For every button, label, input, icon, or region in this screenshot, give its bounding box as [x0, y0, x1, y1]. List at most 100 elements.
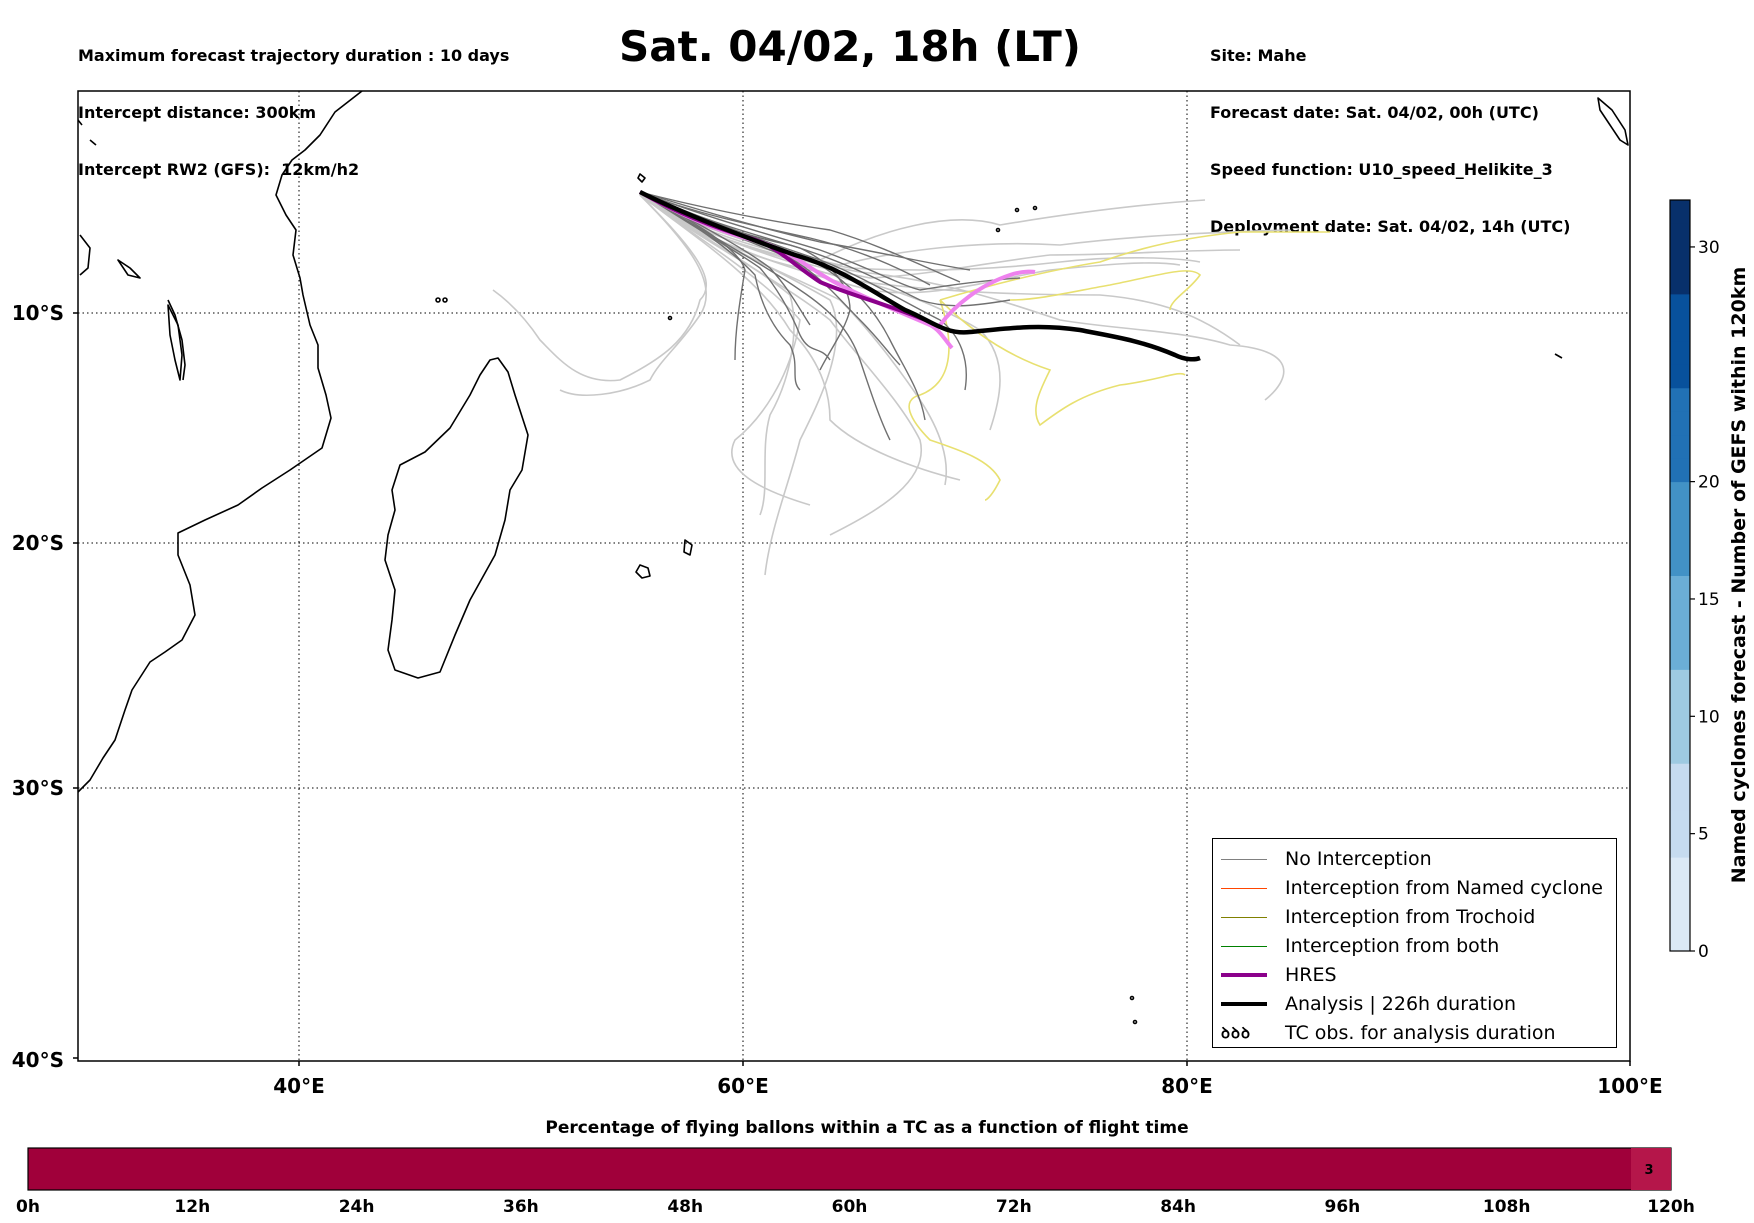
analysis-trajectory — [638, 189, 1201, 362]
colorbar-segment — [1670, 411, 1690, 436]
trajectory — [639, 194, 1181, 294]
timebar-tick-label: 120h — [1647, 1197, 1695, 1217]
site-text: Site: Mahe — [1210, 46, 1307, 65]
colorbar-segment — [1670, 387, 1690, 412]
lake-victoria-outline — [79, 234, 91, 276]
colorbar-tick-label: 10 — [1698, 707, 1720, 727]
forecast-date-text: Forecast date: Sat. 04/02, 00h (UTC) — [1210, 103, 1539, 122]
speed-function-text: Speed function: U10_speed_Helikite_3 — [1210, 160, 1553, 179]
colorbar-segment — [1670, 317, 1690, 342]
legend-item: Interception from both — [1221, 934, 1499, 958]
legend-label: Analysis | 226h duration — [1285, 993, 1517, 1015]
colorbar-tick-label: 20 — [1698, 473, 1720, 493]
trajectory — [639, 194, 795, 516]
comoros-island-2 — [435, 297, 441, 303]
colorbar-segment — [1670, 364, 1690, 389]
mauritius-island — [683, 539, 693, 556]
colorbar-tick-label: 5 — [1698, 825, 1709, 845]
mahe-island — [637, 173, 646, 183]
colorbar-segment — [1670, 716, 1690, 741]
colorbar-segment — [1670, 904, 1690, 929]
legend-label: Interception from Named cyclone — [1285, 877, 1603, 899]
map-axis-labels: 40°E 60°E 80°E 100°E 10°S 20°S 30°S 40°S — [12, 301, 1663, 1098]
legend-item: HRES — [1221, 963, 1337, 987]
timebar-tick-label: 60h — [832, 1197, 868, 1217]
colorbar-segment — [1670, 857, 1690, 882]
trajectory — [639, 191, 746, 361]
colorbar-fill — [1670, 200, 1690, 952]
colorbar-segment — [1670, 692, 1690, 717]
colorbar: 0 5 10 15 20 30 Named cyclones forecast - Num… — [1669, 199, 1750, 962]
colorbar-segment — [1670, 739, 1690, 764]
colorbar-segment — [1670, 810, 1690, 835]
colorbar-segment — [1670, 786, 1690, 811]
map-legend: No Interception Interception from Named c… — [1212, 838, 1617, 1048]
trajectories — [492, 189, 1330, 576]
timebar-tick-label: 72h — [996, 1197, 1032, 1217]
legend-item: Interception from Named cyclone — [1221, 876, 1603, 900]
colorbar-segment — [1670, 833, 1690, 858]
colorbar-segment — [1670, 763, 1690, 788]
legend-item: No Interception — [1221, 847, 1432, 871]
trajectory — [639, 194, 961, 481]
map-ticks — [73, 312, 1631, 1066]
chagos-island-2 — [1032, 205, 1038, 211]
colorbar-segment — [1670, 645, 1690, 670]
timebar-tick-label: 108h — [1483, 1197, 1531, 1217]
trajectory — [639, 194, 923, 536]
map-frame — [77, 90, 1631, 1062]
africa-coastline — [78, 91, 363, 793]
legend-line-swatch — [1221, 1002, 1267, 1006]
sri-lanka-coast — [1597, 97, 1629, 146]
colorbar-segment — [1670, 552, 1690, 576]
timebar-title: Percentage of flying ballons within a TC… — [545, 1118, 1188, 1138]
reunion-island — [635, 564, 651, 579]
colorbar-label: Named cyclones forecast - Number of GEFS… — [1728, 267, 1750, 884]
trajectory — [639, 191, 961, 283]
legend-label: Interception from Trochoid — [1285, 906, 1536, 928]
colorbar-tick-label: 30 — [1698, 238, 1720, 258]
colorbar-tick-label: 0 — [1698, 942, 1709, 962]
comoros-island — [442, 297, 448, 303]
colorbar-segment — [1670, 528, 1690, 553]
colorbar-ticks: 0 5 10 15 20 30 — [1690, 238, 1720, 962]
colorbar-frame — [1669, 199, 1691, 952]
legend-line-swatch — [1221, 887, 1267, 889]
trajectory — [939, 299, 1186, 427]
trajectory — [639, 194, 1291, 266]
colorbar-segment — [1670, 223, 1690, 248]
lat-tick-30s: 30°S — [12, 776, 64, 800]
colorbar-segment — [1670, 200, 1690, 224]
legend-line-swatch — [1221, 916, 1267, 918]
timebar-tick-label: 84h — [1160, 1197, 1196, 1217]
yellow-trajectories — [908, 231, 1330, 501]
trajectory — [639, 191, 891, 441]
lon-tick-60e: 60°E — [717, 1074, 769, 1098]
colorbar-segment — [1670, 575, 1690, 600]
somalia-coast — [78, 119, 97, 146]
lon-tick-40e: 40°E — [273, 1074, 325, 1098]
colorbar-segment — [1670, 598, 1690, 623]
tc-obs-glyph-icon: ꝺꝺꝺ — [1221, 1024, 1251, 1042]
timebar-tick-label: 24h — [339, 1197, 375, 1217]
trajectory — [639, 191, 801, 391]
timebar-ticks: 0h 12h 24h 36h 48h 60h 72h 84h 96h 108h 120h — [16, 1197, 1695, 1217]
colorbar-segment — [1670, 434, 1690, 459]
legend-line-swatch — [1221, 973, 1267, 977]
madagascar-coastline — [384, 357, 529, 679]
colorbar-segment — [1670, 669, 1690, 694]
colorbar-segment — [1670, 481, 1690, 506]
timebar-tick-label: 48h — [667, 1197, 703, 1217]
java-coast — [1554, 353, 1563, 359]
agalega-island — [667, 315, 673, 321]
trajectory — [908, 299, 1001, 501]
trajectory — [492, 194, 708, 382]
trajectory — [639, 191, 931, 286]
coastlines — [78, 91, 1629, 1025]
trajectory — [1009, 270, 1202, 311]
lat-tick-20s: 20°S — [12, 531, 64, 555]
trajectory — [639, 191, 967, 391]
trajectory — [559, 194, 708, 396]
map-title: Sat. 04/02, 18h (LT) — [619, 22, 1081, 71]
